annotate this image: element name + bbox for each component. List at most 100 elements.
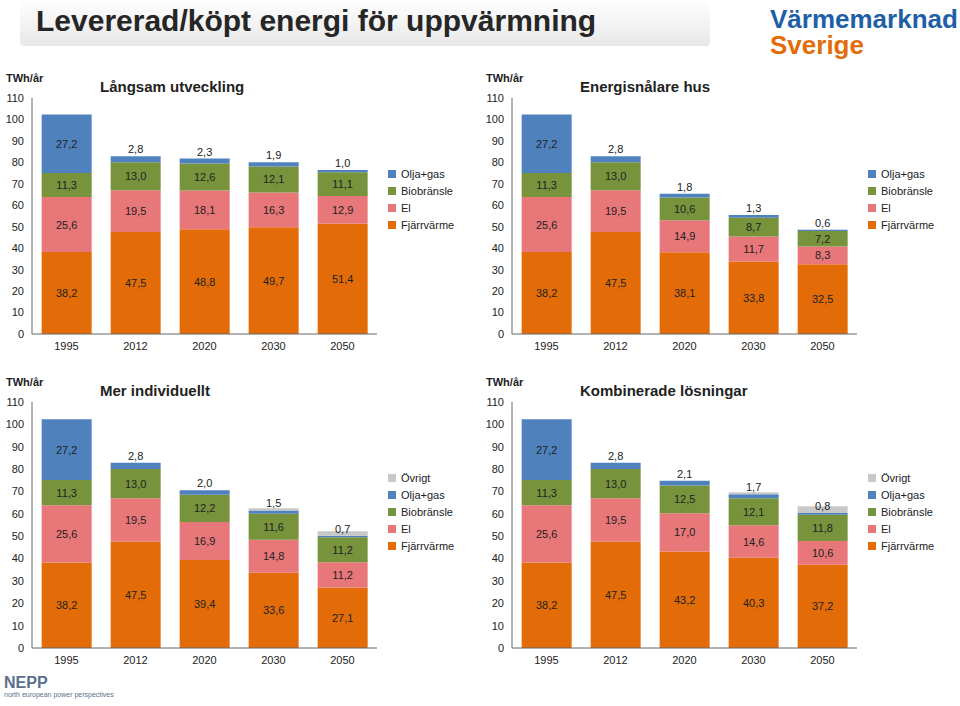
svg-text:2030: 2030 [261, 654, 285, 666]
svg-text:38,2: 38,2 [536, 287, 557, 299]
svg-text:11,3: 11,3 [536, 179, 557, 191]
svg-text:50: 50 [12, 530, 24, 542]
svg-text:2030: 2030 [741, 654, 765, 666]
svg-text:2012: 2012 [123, 340, 147, 352]
svg-text:1995: 1995 [534, 654, 558, 666]
svg-text:20: 20 [492, 597, 504, 609]
svg-text:2050: 2050 [330, 340, 354, 352]
svg-text:2020: 2020 [672, 654, 696, 666]
svg-text:2030: 2030 [741, 340, 765, 352]
svg-text:10: 10 [492, 620, 504, 632]
svg-text:0,6: 0,6 [815, 217, 830, 229]
svg-text:32,5: 32,5 [812, 293, 833, 305]
svg-text:0: 0 [18, 642, 24, 654]
svg-text:11,6: 11,6 [263, 521, 284, 533]
svg-text:13,0: 13,0 [125, 478, 146, 490]
svg-text:12,1: 12,1 [263, 173, 284, 185]
svg-text:40: 40 [12, 552, 24, 564]
svg-text:2,8: 2,8 [128, 450, 143, 462]
svg-text:10: 10 [12, 306, 24, 318]
svg-text:20: 20 [12, 285, 24, 297]
svg-text:13,0: 13,0 [605, 478, 626, 490]
svg-text:19,5: 19,5 [125, 205, 146, 217]
svg-text:1995: 1995 [534, 340, 558, 352]
svg-text:16,9: 16,9 [194, 535, 215, 547]
svg-text:11,7: 11,7 [743, 243, 764, 255]
svg-text:49,7: 49,7 [263, 275, 284, 287]
svg-text:47,5: 47,5 [605, 277, 626, 289]
svg-text:40,3: 40,3 [743, 597, 764, 609]
svg-text:25,6: 25,6 [56, 219, 77, 231]
svg-text:110: 110 [8, 92, 24, 104]
svg-text:2,0: 2,0 [197, 477, 212, 489]
svg-text:2012: 2012 [603, 340, 627, 352]
svg-text:43,2: 43,2 [674, 594, 695, 606]
svg-text:100: 100 [8, 113, 24, 125]
svg-text:7,2: 7,2 [815, 233, 830, 245]
svg-text:100: 100 [486, 418, 504, 430]
svg-text:2,8: 2,8 [608, 450, 623, 462]
svg-text:13,0: 13,0 [605, 170, 626, 182]
svg-text:2,1: 2,1 [677, 468, 692, 480]
svg-text:0: 0 [498, 642, 504, 654]
svg-text:2020: 2020 [192, 340, 216, 352]
svg-text:8,3: 8,3 [815, 249, 830, 261]
svg-text:0,8: 0,8 [815, 500, 830, 512]
svg-text:0: 0 [18, 328, 24, 340]
svg-text:2,8: 2,8 [608, 143, 623, 155]
svg-text:50: 50 [492, 221, 504, 233]
svg-text:70: 70 [492, 485, 504, 497]
svg-text:80: 80 [492, 463, 504, 475]
svg-text:80: 80 [12, 463, 24, 475]
svg-text:19,5: 19,5 [605, 514, 626, 526]
svg-text:2050: 2050 [330, 654, 354, 666]
svg-text:90: 90 [12, 135, 24, 147]
svg-text:1,7: 1,7 [746, 481, 761, 493]
svg-text:25,6: 25,6 [536, 528, 557, 540]
svg-text:30: 30 [492, 575, 504, 587]
svg-text:11,8: 11,8 [812, 522, 833, 534]
svg-text:12,6: 12,6 [194, 171, 215, 183]
svg-text:20: 20 [12, 597, 24, 609]
svg-text:10,6: 10,6 [812, 547, 833, 559]
svg-text:1,9: 1,9 [266, 149, 281, 161]
svg-text:80: 80 [12, 156, 24, 168]
svg-text:90: 90 [492, 135, 504, 147]
svg-text:70: 70 [492, 178, 504, 190]
svg-text:11,3: 11,3 [56, 487, 77, 499]
svg-text:47,5: 47,5 [125, 277, 146, 289]
svg-text:38,2: 38,2 [56, 287, 77, 299]
svg-text:25,6: 25,6 [536, 219, 557, 231]
svg-text:37,2: 37,2 [812, 600, 833, 612]
svg-text:40: 40 [492, 552, 504, 564]
svg-text:11,3: 11,3 [536, 487, 557, 499]
svg-text:11,1: 11,1 [332, 178, 353, 190]
svg-text:8,7: 8,7 [746, 221, 761, 233]
svg-text:38,2: 38,2 [536, 599, 557, 611]
svg-text:14,8: 14,8 [263, 550, 284, 562]
svg-text:48,8: 48,8 [194, 276, 215, 288]
svg-text:16,3: 16,3 [263, 204, 284, 216]
svg-text:60: 60 [492, 508, 504, 520]
svg-text:1,8: 1,8 [677, 181, 692, 193]
svg-text:30: 30 [12, 575, 24, 587]
svg-text:2050: 2050 [810, 654, 834, 666]
svg-text:10: 10 [492, 306, 504, 318]
svg-text:70: 70 [12, 485, 24, 497]
svg-text:60: 60 [12, 508, 24, 520]
svg-text:2,3: 2,3 [197, 146, 212, 158]
svg-text:19,5: 19,5 [125, 514, 146, 526]
svg-text:110: 110 [486, 92, 504, 104]
svg-text:12,1: 12,1 [743, 506, 764, 518]
svg-text:12,5: 12,5 [674, 493, 695, 505]
svg-text:30: 30 [492, 264, 504, 276]
svg-text:70: 70 [12, 178, 24, 190]
svg-text:27,1: 27,1 [332, 612, 353, 624]
svg-text:10,6: 10,6 [674, 203, 695, 215]
svg-text:50: 50 [492, 530, 504, 542]
svg-text:100: 100 [8, 418, 24, 430]
svg-text:11,2: 11,2 [332, 544, 353, 556]
svg-text:2020: 2020 [192, 654, 216, 666]
svg-text:30: 30 [12, 264, 24, 276]
svg-text:2,8: 2,8 [128, 143, 143, 155]
